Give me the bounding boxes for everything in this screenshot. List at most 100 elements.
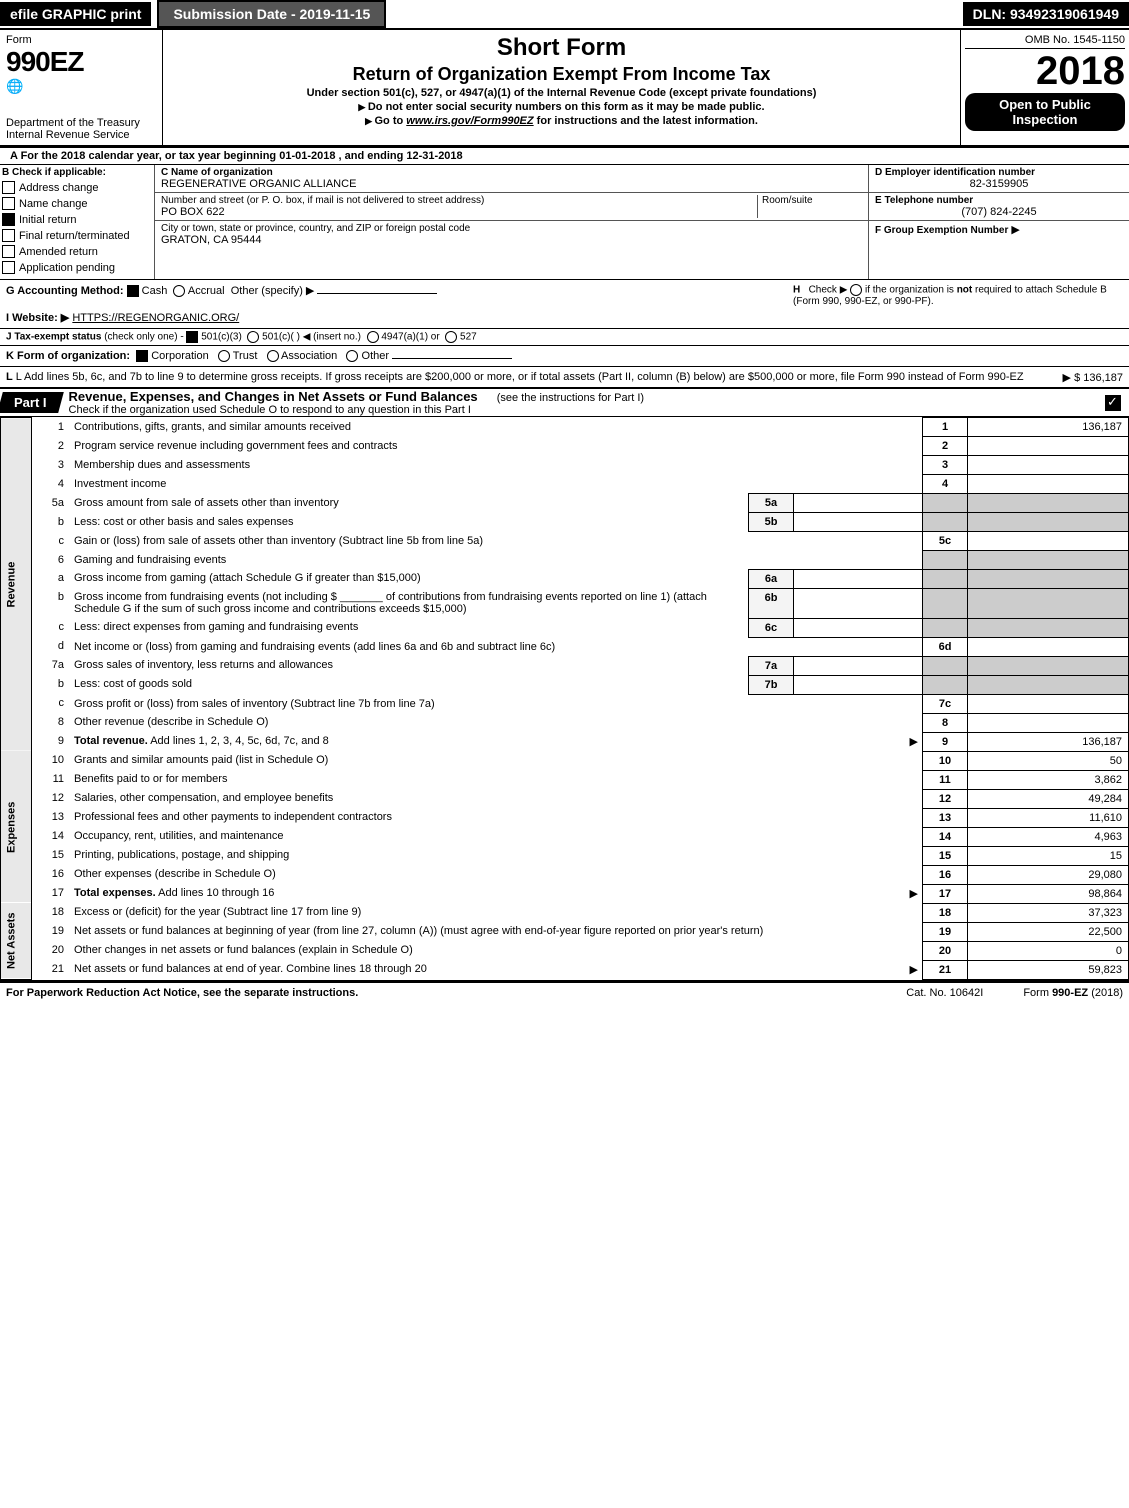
- line-box: 7c: [923, 694, 968, 713]
- revenue-section-label: Revenue: [1, 418, 32, 752]
- line-box: 6d: [923, 637, 968, 656]
- check-application-pending[interactable]: Application pending: [2, 261, 152, 274]
- check-h[interactable]: [850, 284, 862, 296]
- sub-line-value: [794, 513, 923, 532]
- opt-501c3: 501(c)(3): [201, 332, 242, 343]
- check-527[interactable]: [445, 331, 457, 343]
- sub-line-label: 7b: [749, 675, 794, 694]
- line-description: Gross sales of inventory, less returns a…: [70, 656, 749, 675]
- line-box-shaded: [923, 513, 968, 532]
- check-amended-return[interactable]: Amended return: [2, 245, 152, 258]
- cash-label: Cash: [142, 285, 168, 297]
- room-label: Room/suite: [762, 195, 862, 206]
- top-bar: efile GRAPHIC print Submission Date - 20…: [0, 0, 1129, 30]
- sub-line-label: 7a: [749, 656, 794, 675]
- line-description: Net assets or fund balances at end of ye…: [70, 960, 923, 979]
- line-description: Membership dues and assessments: [70, 456, 923, 475]
- line-description: Other expenses (describe in Schedule O): [70, 865, 923, 884]
- other-specify-input[interactable]: [317, 293, 437, 294]
- j-label: J Tax-exempt status: [6, 332, 101, 343]
- table-row: 15Printing, publications, postage, and s…: [1, 846, 1129, 865]
- line-number: 5a: [32, 494, 71, 513]
- line-description: Less: direct expenses from gaming and fu…: [70, 618, 749, 637]
- amount-value: 0: [968, 941, 1129, 960]
- part1-table: Revenue1Contributions, gifts, grants, an…: [0, 417, 1129, 980]
- line-box: 20: [923, 941, 968, 960]
- omb-number: OMB No. 1545-1150: [965, 34, 1125, 49]
- check-final-return[interactable]: Final return/terminated: [2, 229, 152, 242]
- line-description: Professional fees and other payments to …: [70, 808, 923, 827]
- check-assoc[interactable]: [267, 350, 279, 362]
- line-number: 2: [32, 437, 71, 456]
- check-accrual[interactable]: [173, 285, 185, 297]
- line-description: Less: cost of goods sold: [70, 675, 749, 694]
- line-description: Gain or (loss) from sale of assets other…: [70, 532, 923, 551]
- header-left: Form 990EZ 🌐 Department of the Treasury …: [0, 30, 163, 145]
- street-label: Number and street (or P. O. box, if mail…: [161, 195, 757, 206]
- line-box: 9: [923, 732, 968, 751]
- table-row: 6Gaming and fundraising events: [1, 551, 1129, 570]
- table-row: 14Occupancy, rent, utilities, and mainte…: [1, 827, 1129, 846]
- c-label: C Name of organization: [161, 167, 862, 178]
- org-name-cell: C Name of organization REGENERATIVE ORGA…: [155, 165, 868, 193]
- line-number: c: [32, 618, 71, 637]
- check-trust[interactable]: [218, 350, 230, 362]
- j-note: (check only one) -: [104, 332, 183, 343]
- open-public-badge: Open to Public Inspection: [965, 93, 1125, 131]
- check-501c3[interactable]: [186, 331, 198, 343]
- table-row: 12Salaries, other compensation, and empl…: [1, 789, 1129, 808]
- line-box-shaded: [923, 569, 968, 588]
- line-box-shaded: [923, 656, 968, 675]
- table-row: 7aGross sales of inventory, less returns…: [1, 656, 1129, 675]
- sub-line-label: 6b: [749, 588, 794, 618]
- check-4947[interactable]: [367, 331, 379, 343]
- tax-year-end: 12-31-2018: [406, 150, 462, 162]
- netassets-section-label: Net Assets: [1, 903, 32, 979]
- part1-tag: Part I: [0, 392, 63, 413]
- table-row: 21Net assets or fund balances at end of …: [1, 960, 1129, 979]
- check-corp[interactable]: [136, 350, 148, 362]
- table-row: bLess: cost or other basis and sales exp…: [1, 513, 1129, 532]
- amount-value: 11,610: [968, 808, 1129, 827]
- line-box: 12: [923, 789, 968, 808]
- irs-link[interactable]: www.irs.gov/Form990EZ: [406, 115, 533, 127]
- check-cash[interactable]: [127, 285, 139, 297]
- line-number: 1: [32, 418, 71, 437]
- check-label: Final return/terminated: [19, 230, 130, 242]
- catalog-number: Cat. No. 10642I: [906, 987, 983, 999]
- amount-value: 49,284: [968, 789, 1129, 808]
- opt-assoc: Association: [281, 350, 337, 362]
- website-value[interactable]: HTTPS://REGENORGANIC.ORG/: [72, 312, 239, 324]
- efile-print-button[interactable]: efile GRAPHIC print: [0, 2, 151, 26]
- amount-value: [968, 713, 1129, 732]
- group-exemption-cell: F Group Exemption Number ▶: [869, 221, 1129, 238]
- form-number: 990EZ: [6, 46, 156, 78]
- line-number: 8: [32, 713, 71, 732]
- check-address-change[interactable]: Address change: [2, 181, 152, 194]
- line-description: Printing, publications, postage, and shi…: [70, 846, 923, 865]
- opt-other: Other: [362, 350, 390, 362]
- line-number: 21: [32, 960, 71, 979]
- line-description: Contributions, gifts, grants, and simila…: [70, 418, 923, 437]
- line-box: 14: [923, 827, 968, 846]
- line-number: 18: [32, 903, 71, 922]
- other-org-input[interactable]: [392, 358, 512, 359]
- line-description: Gross income from gaming (attach Schedul…: [70, 569, 749, 588]
- check-501c[interactable]: [247, 331, 259, 343]
- part1-schedule-o-check[interactable]: [1105, 395, 1121, 411]
- check-other[interactable]: [346, 350, 358, 362]
- sub-line-value: [794, 569, 923, 588]
- check-initial-return[interactable]: Initial return: [2, 213, 152, 226]
- opt-501c: 501(c)( ) ◀ (insert no.): [262, 332, 361, 343]
- check-name-change[interactable]: Name change: [2, 197, 152, 210]
- line-l-text: L Add lines 5b, 6c, and 7b to line 9 to …: [16, 371, 1024, 383]
- f-label: F Group Exemption Number: [875, 225, 1008, 236]
- line-box: 5c: [923, 532, 968, 551]
- org-name: REGENERATIVE ORGANIC ALLIANCE: [161, 178, 862, 190]
- goto-prefix: Go to: [374, 115, 406, 127]
- sub-line-label: 6a: [749, 569, 794, 588]
- check-label: Amended return: [19, 246, 98, 258]
- subtitle-goto: Go to www.irs.gov/Form990EZ for instruct…: [169, 115, 954, 127]
- opt-corp: Corporation: [151, 350, 208, 362]
- amount-shaded: [968, 618, 1129, 637]
